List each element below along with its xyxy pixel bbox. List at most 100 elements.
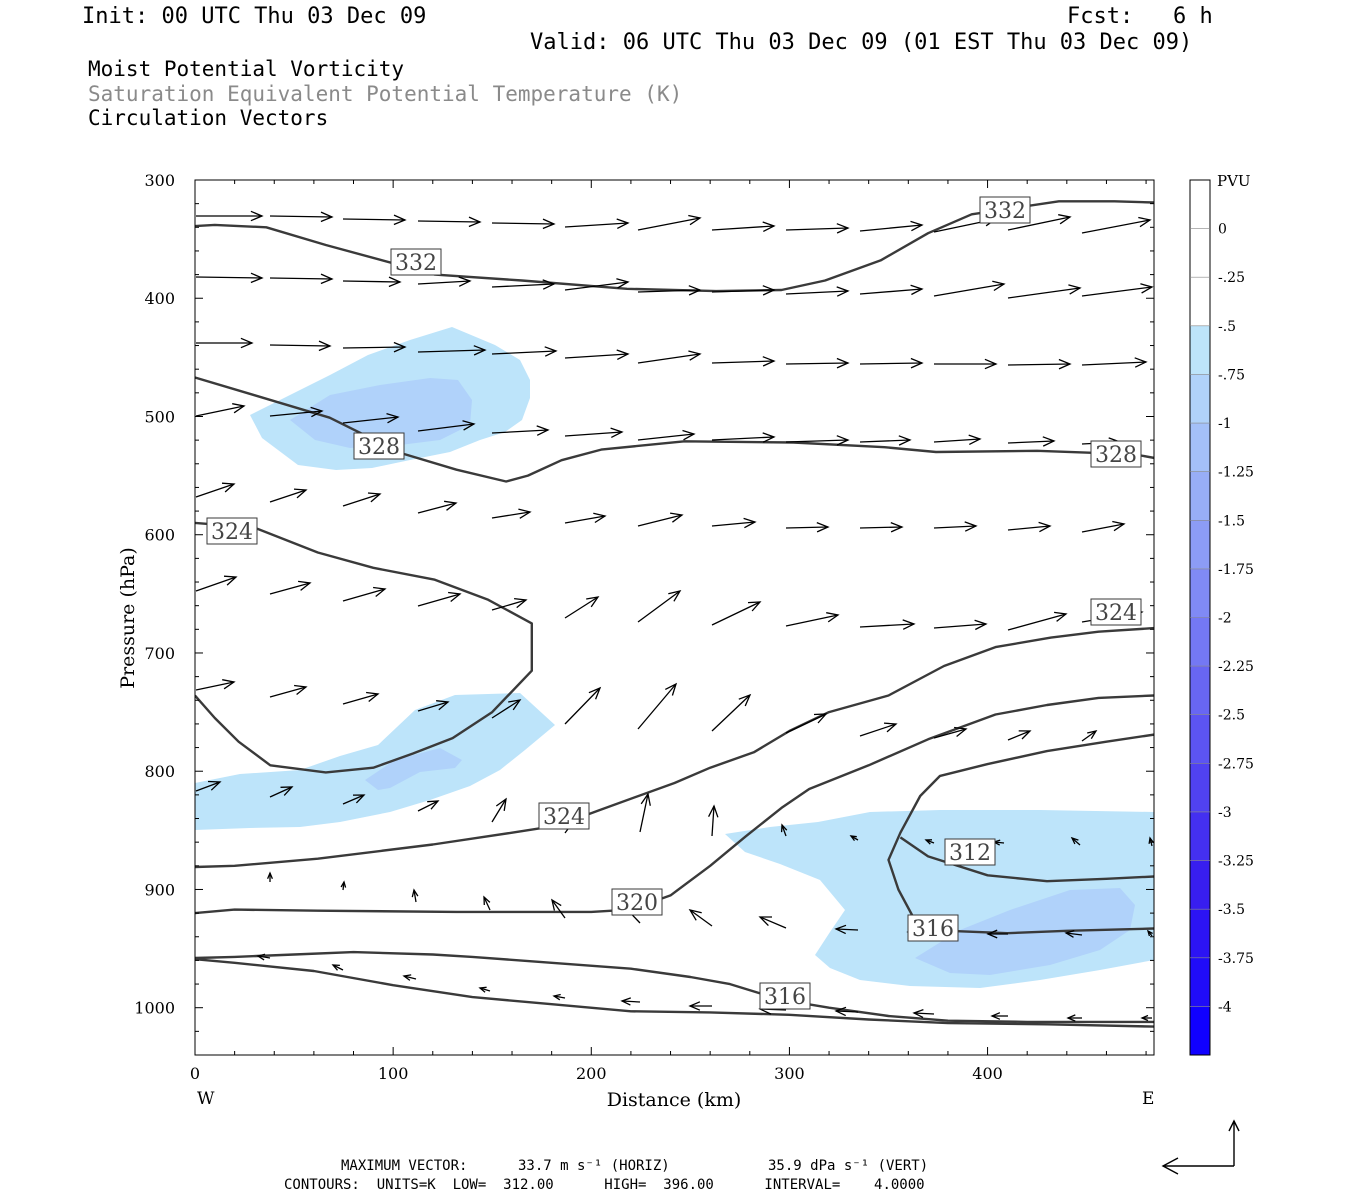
contour-label: 328 [358,435,400,460]
contour-labels: 332 332 328 328 324 324 324 320 316 316 312 [206,196,1142,1010]
circulation-vector-arrow [637,429,696,441]
circulation-vector-arrow [912,1008,935,1018]
y-tick-label: 800 [144,762,175,781]
circulation-vector-arrow [859,435,912,446]
max-vector-vert: 35.9 dPa s⁻¹ (VERT) [768,1158,929,1174]
contour-label: 324 [211,520,253,545]
theta-contour-line [195,950,1154,1024]
circulation-vector-arrow [711,601,762,626]
colorbar-swatch [1190,374,1210,424]
circulation-vector-arrow [758,916,787,929]
max-vector-horiz: 33.7 m s⁻¹ (HORIZ) [518,1158,670,1174]
y-tick-label: 700 [144,644,175,663]
colorbar-unit: PVU [1217,172,1251,190]
circulation-vector-arrow [342,586,387,602]
circulation-vector-arrow [269,211,334,223]
circulation-vector-arrow [1081,216,1152,234]
circulation-vector-arrow [491,425,550,436]
colorbar-swatch [1190,228,1210,278]
circulation-vector-arrow [491,597,528,611]
contour-label-box [611,888,663,916]
circulation-vector-arrow [711,432,776,443]
y-tick-label: 900 [144,880,175,899]
colorbar-swatch [1190,763,1210,812]
contour-info: CONTOURS: UNITS=K LOW= 312.00 HIGH= 396.… [284,1177,925,1193]
circulation-vector-arrow [417,345,487,356]
circulation-vector-arrow [711,356,776,367]
x-axis-label: Distance (km) [607,1089,742,1111]
circulation-vector-arrow [195,679,236,691]
circulation-vector-arrow [1064,929,1083,938]
init-time: Init: 00 UTC Thu 03 Dec 09 [82,4,427,29]
colorbar-label: -1.25 [1218,465,1254,481]
circulation-vector-arrow [564,596,600,619]
contour-label-box [944,838,996,866]
max-vector-label: MAXIMUM VECTOR: [341,1158,468,1174]
colorbar-swatch [1190,1006,1210,1055]
colorbar-swatch [1190,423,1210,472]
circulation-vector-arrow [267,871,273,882]
y-tick-label: 1000 [134,999,175,1018]
circulation-vector-arrow [417,420,476,432]
colorbar-label: -1.5 [1218,513,1245,529]
circulation-vector-arrow [195,575,238,592]
circulation-vector-arrow [1007,436,1056,447]
circulation-vector-arrow [785,435,850,446]
circulation-vector-arrow [785,357,850,369]
circulation-vector-arrow [1081,520,1126,533]
colorbar-label: -.75 [1218,367,1245,383]
colorbar-label: -1.75 [1218,562,1254,578]
circulation-vector-arrow [785,223,850,234]
circulation-vector-arrow [269,340,332,352]
circulation-vector-arrow [417,591,462,607]
circulation-vector-arrow [417,800,440,812]
contour-label-box [979,196,1031,224]
circulation-vector-arrow [859,284,924,296]
circulation-vector-arrow [834,924,859,935]
theta-contour-line [195,958,1154,1028]
circulation-vector-arrow [785,612,840,627]
circulation-vector-arrow [552,993,566,1001]
contour-label-box [206,517,258,545]
circulation-vector-arrow [859,357,924,369]
circulation-vector-arrow [1007,611,1068,631]
circulation-vector-arrow [491,346,558,357]
y-axis-label: Pressure (hPa) [117,547,139,689]
circulation-vector-arrow [933,434,982,445]
theta-contour-line [899,836,1154,883]
circulation-vector-arrow [1066,1014,1082,1022]
colorbar-swatch [1190,180,1210,229]
circulation-vector-arrow [342,492,382,507]
contour-label: 324 [543,805,585,830]
colorbar-swatch [1190,714,1210,764]
y-tick-label: 400 [144,289,175,308]
circulation-vector-arrow [639,792,651,833]
circulation-vector-arrow [859,521,904,533]
pv-region-mid [195,693,555,830]
field-vectors-title: Circulation Vectors [88,106,329,130]
circulation-vector-arrow [1007,358,1072,370]
colorbar-swatch [1190,811,1210,861]
contour-label-box [759,982,811,1010]
forecast-hour: Fcst: 6 h [1067,4,1213,29]
colorbar-label: -2.25 [1218,659,1254,675]
valid-time: Valid: 06 UTC Thu 03 Dec 09 (01 EST Thu … [530,30,1193,55]
circulation-vector-arrow [491,699,522,719]
circulation-vector-arrow [620,997,641,1006]
circulation-vector-arrow [934,358,998,370]
circulation-vector-arrow [933,521,978,532]
circulation-vector-arrow [342,276,402,288]
colorbar-label: -4 [1218,999,1232,1015]
x-tick-label: 0 [190,1064,200,1083]
circulation-vector-arrow [708,804,719,837]
circulation-vector-arrow [417,276,472,287]
circulation-vector-arrow [269,786,294,798]
circulation-vector-arrow [269,273,334,285]
circulation-vector-arrow [1140,1014,1152,1022]
contour-label: 316 [912,917,954,942]
circulation-vector-arrow [785,286,850,297]
circulation-vector-arrow [1081,283,1154,297]
theta-contour-line [195,694,1154,915]
y-tick-label: 600 [144,526,175,545]
theta-contour-line [195,626,1154,869]
